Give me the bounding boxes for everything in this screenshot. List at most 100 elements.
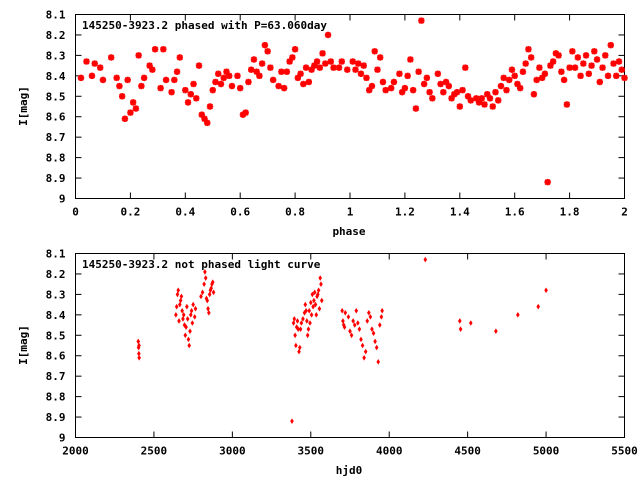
phased-data-point xyxy=(264,48,271,55)
phased-data-point xyxy=(135,52,142,59)
phased-data-point xyxy=(580,60,587,67)
unphased-data-point xyxy=(211,289,216,296)
phased-data-point xyxy=(209,86,216,94)
phased-data-point xyxy=(330,64,337,71)
unphased-data-point xyxy=(188,328,192,334)
unphased-data-point xyxy=(342,324,347,330)
unphased-data-point xyxy=(291,320,296,326)
phased-data-point xyxy=(522,60,529,67)
unphased-data-point xyxy=(207,291,212,298)
unphased-data-point xyxy=(346,314,351,320)
phased-data-point xyxy=(409,86,417,94)
phased-data-point xyxy=(530,91,538,98)
unphased-data-point xyxy=(290,418,294,424)
phased-data-point xyxy=(560,76,568,84)
phased-data-point xyxy=(429,95,436,102)
unphased-y-tick-label: 8.6 xyxy=(46,350,66,363)
phased-data-point xyxy=(607,41,614,49)
phased-data-point xyxy=(486,95,494,102)
phased-data-point xyxy=(610,60,617,67)
unphased-data-point xyxy=(208,287,213,294)
unphased-data-point xyxy=(189,307,194,314)
phased-data-point xyxy=(503,86,510,94)
unphased-data-point xyxy=(177,318,181,324)
unphased-y-tick-label: 8.1 xyxy=(46,248,66,261)
phased-data-point xyxy=(566,64,573,71)
unphased-data-point xyxy=(176,287,181,294)
phased-data-point xyxy=(571,64,579,71)
phased-data-point xyxy=(335,64,343,71)
unphased-data-point xyxy=(203,275,208,281)
phased-data-point xyxy=(313,58,321,65)
unphased-data-point xyxy=(360,342,365,349)
unphased-data-point xyxy=(187,342,192,349)
unphased-y-tick-label: 8.5 xyxy=(46,329,66,342)
phased-data-point xyxy=(237,84,244,92)
unphased-data-point xyxy=(186,336,191,343)
phased-data-point xyxy=(300,80,307,88)
phased-data-point xyxy=(316,64,324,71)
phased-data-point xyxy=(344,66,351,73)
unphased-data-point xyxy=(367,309,371,316)
phased-y-tick-label: 8.1 xyxy=(46,9,66,22)
unphased-data-point xyxy=(359,336,363,343)
phased-x-tick-label: 0 xyxy=(72,206,79,219)
unphased-y-axis-label: I[mag] xyxy=(17,325,30,365)
phased-data-point xyxy=(415,68,422,75)
phased-y-tick-label: 8.3 xyxy=(46,49,66,62)
unphased-data-points xyxy=(136,256,548,424)
unphased-y-tick-label: 8.2 xyxy=(46,268,66,281)
phased-data-point xyxy=(459,86,466,94)
unphased-data-point xyxy=(341,322,346,328)
phased-data-point xyxy=(481,101,488,108)
unphased-data-point xyxy=(302,309,307,316)
phased-data-point xyxy=(376,54,384,61)
unphased-data-point xyxy=(210,279,215,285)
phased-data-point xyxy=(382,86,389,94)
phased-data-point xyxy=(234,72,241,80)
unphased-data-point xyxy=(313,301,318,308)
unphased-data-point xyxy=(206,305,210,312)
unphased-y-tick-label: 8.7 xyxy=(46,370,66,383)
unphased-y-tick-label: 8.8 xyxy=(46,391,66,404)
unphased-data-point xyxy=(193,305,198,312)
unphased-data-point xyxy=(298,326,303,332)
unphased-data-point xyxy=(379,314,384,320)
phased-data-point xyxy=(621,74,628,82)
phased-chart-title: 145250-3923.2 phased with P=63.060day xyxy=(82,19,327,32)
phased-data-point xyxy=(118,93,126,100)
unphased-data-point xyxy=(340,307,344,314)
phased-x-tick-label: 0.4 xyxy=(175,206,195,219)
phased-data-point xyxy=(280,84,288,92)
unphased-data-point xyxy=(301,316,305,322)
phased-data-point xyxy=(99,76,107,84)
phased-data-point xyxy=(434,70,442,77)
unphased-data-point xyxy=(458,326,463,332)
phased-data-point xyxy=(132,105,140,112)
phased-data-point xyxy=(544,178,551,186)
phased-data-point xyxy=(527,54,535,61)
phased-axis-ticks: 0 0.2 0.4 0.6 0.8 1 1.2 1.4 1.6 1.8 2 8.1 8.2 8.3 8.4 8… xyxy=(46,9,628,219)
unphased-data-point xyxy=(311,303,315,310)
phased-data-point xyxy=(426,88,433,96)
phased-x-tick-label: 1.4 xyxy=(450,206,470,219)
unphased-data-point xyxy=(343,309,348,316)
unphased-y-tick-label: 8.3 xyxy=(46,288,66,301)
phased-data-point xyxy=(162,76,170,84)
phased-data-point xyxy=(193,95,200,102)
phased-data-point xyxy=(549,58,557,65)
phased-data-point xyxy=(368,82,376,90)
phased-chart: 145250-3923.2 phased with P=63.060day ph… xyxy=(17,9,628,239)
unphased-data-point xyxy=(349,332,354,339)
phased-data-point xyxy=(83,58,90,65)
phased-data-point xyxy=(569,48,576,55)
phased-data-point xyxy=(593,56,601,63)
unphased-data-point xyxy=(137,354,141,361)
unphased-data-point xyxy=(423,256,428,263)
phased-x-axis-label: phase xyxy=(332,225,365,238)
unphased-data-point xyxy=(378,322,382,328)
unphased-data-point xyxy=(137,350,141,357)
phased-data-point xyxy=(176,54,184,61)
phased-data-point xyxy=(533,76,540,84)
